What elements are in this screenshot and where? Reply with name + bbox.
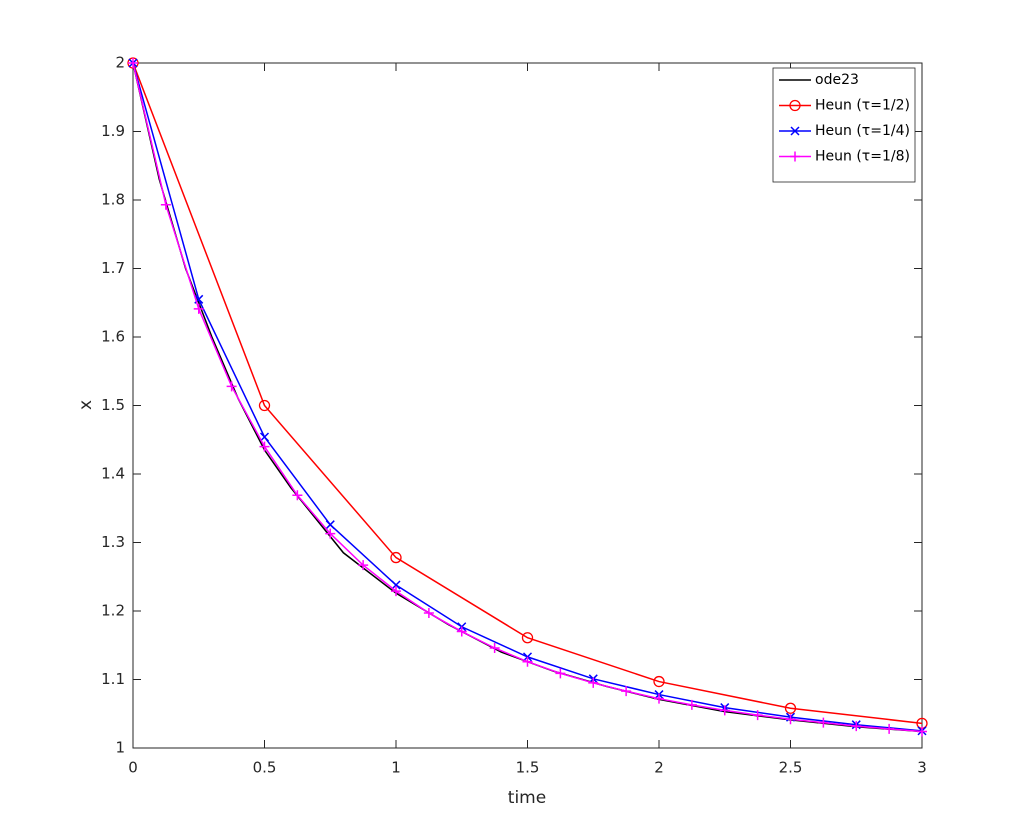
marker xyxy=(489,642,500,653)
x-tick-label: 1 xyxy=(391,759,401,777)
x-tick-label: 0.5 xyxy=(253,759,277,777)
y-tick-label: 1.1 xyxy=(101,670,125,688)
marker xyxy=(160,199,171,210)
marker xyxy=(456,626,467,637)
marker xyxy=(390,551,402,564)
plot-frame xyxy=(132,62,923,749)
x-tick-label: 2 xyxy=(654,759,664,777)
marker xyxy=(358,560,369,571)
marker xyxy=(555,668,566,679)
legend-label: Heun (τ=1/2) xyxy=(815,98,910,114)
marker xyxy=(423,608,434,619)
marker xyxy=(790,151,800,162)
marker xyxy=(917,726,927,737)
marker xyxy=(818,717,829,728)
marker xyxy=(292,490,303,501)
x-axis-label: time xyxy=(508,788,546,808)
legend-label: Heun (τ=1/8) xyxy=(815,149,910,165)
legend-box xyxy=(772,67,916,183)
x-tick-label: 3 xyxy=(917,759,927,777)
marker xyxy=(259,441,270,452)
x-tick-label: 0 xyxy=(128,759,138,777)
marker xyxy=(128,58,138,68)
marker xyxy=(522,656,533,667)
marker xyxy=(851,721,862,732)
marker xyxy=(391,580,401,590)
marker xyxy=(193,303,204,314)
marker xyxy=(784,702,797,714)
legend-label: ode23 xyxy=(815,72,859,88)
marker xyxy=(258,399,271,412)
marker xyxy=(654,693,664,704)
y-tick-label: 1.7 xyxy=(101,259,125,277)
marker xyxy=(391,586,401,597)
legend-label: Heun (τ=1/4) xyxy=(815,123,910,139)
x-tick-label: 1.5 xyxy=(516,759,540,777)
marker xyxy=(653,675,665,688)
y-tick-label: 1.2 xyxy=(101,602,125,620)
marker xyxy=(521,632,534,644)
marker xyxy=(789,99,801,112)
marker xyxy=(719,705,730,716)
marker xyxy=(325,520,335,530)
y-tick-label: 1.6 xyxy=(101,328,125,346)
marker xyxy=(884,723,895,734)
y-axis-label: x xyxy=(76,400,96,410)
y-tick-label: 2 xyxy=(115,54,125,72)
marker xyxy=(325,528,336,539)
marker xyxy=(790,126,800,136)
marker xyxy=(752,710,763,721)
marker xyxy=(588,677,599,688)
legend: ode23 Heun (τ=1/2) Heun (τ=1/4) Heun (τ=1/8… xyxy=(772,67,916,183)
marker xyxy=(259,432,270,442)
marker xyxy=(621,686,632,697)
marker xyxy=(226,381,237,392)
x-tick-label: 2.5 xyxy=(779,759,803,777)
y-tick-label: 1.8 xyxy=(101,191,125,209)
y-tick-label: 1 xyxy=(115,739,125,757)
series-line xyxy=(133,63,922,725)
y-tick-label: 1.9 xyxy=(101,122,125,140)
marker xyxy=(686,699,697,710)
y-tick-label: 1.5 xyxy=(101,396,125,414)
y-tick-label: 1.3 xyxy=(101,533,125,551)
y-tick-label: 1.4 xyxy=(101,465,125,483)
marker xyxy=(785,714,796,725)
